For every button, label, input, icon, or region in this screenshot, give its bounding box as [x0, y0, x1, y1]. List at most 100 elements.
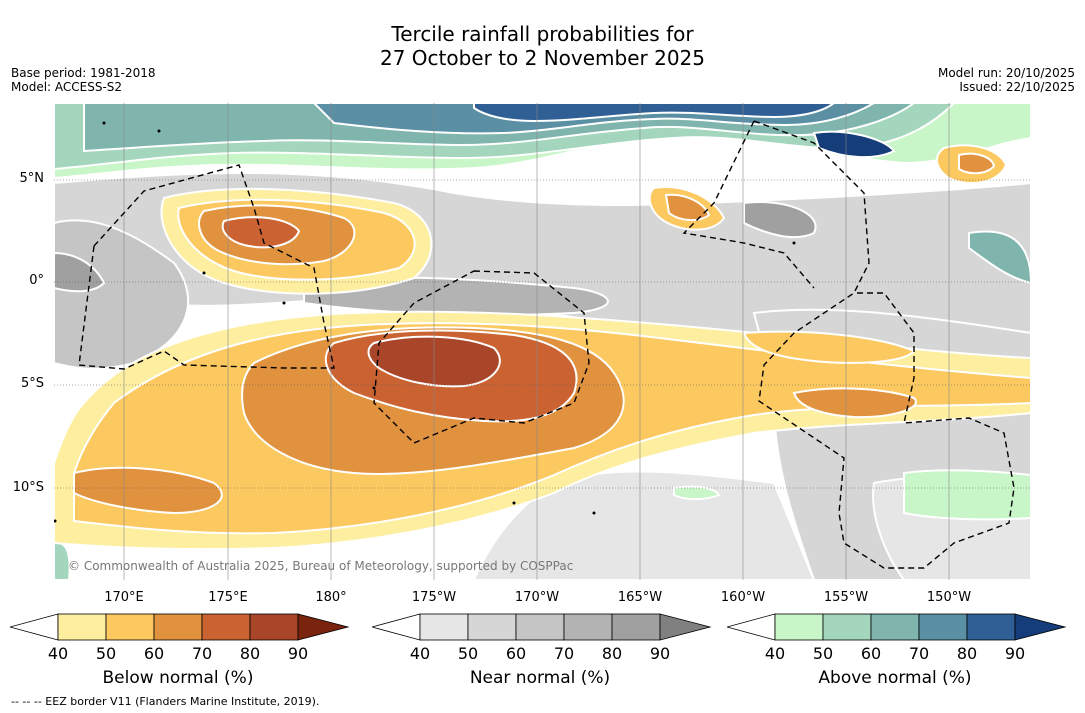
lat-label-5s: 5°S: [20, 376, 44, 391]
map-title: Tercile rainfall probabilities for 27 Oc…: [0, 22, 1085, 70]
lon-label-175w: 175°W: [411, 590, 457, 605]
cbar-above-tick: 60: [860, 644, 882, 663]
cbar-below-segment-4: [201, 613, 251, 641]
eez-kiribati-gilbert: [78, 164, 335, 370]
cbar-below-segment-2: [105, 613, 155, 641]
cbar-above-segment-3: [870, 613, 920, 641]
above-normal-field: [54, 103, 1031, 580]
island-speck: [54, 519, 57, 523]
lon-label-160w: 160°W: [720, 590, 766, 605]
near-normal-south: [472, 470, 816, 580]
cbar-below-segment-1: [57, 613, 107, 641]
above-normal-south-patch: [903, 469, 1031, 521]
cbar-near-segment-4: [563, 613, 613, 641]
above-normal-90: [812, 130, 896, 159]
cbar-above-label: Above normal (%): [818, 668, 972, 688]
colorbar-above-normal: [727, 613, 1067, 641]
island-speck: [592, 511, 596, 515]
lon-label-170e: 170°E: [104, 590, 144, 605]
cbar-above-tick: 90: [1004, 644, 1026, 663]
above-normal-80: [473, 103, 836, 123]
below-normal-far-east-inner: [958, 152, 996, 175]
colorbar-near-normal: [372, 613, 712, 641]
cbar-below-tick: 40: [47, 644, 69, 663]
cbar-near-label: Near normal (%): [469, 668, 611, 688]
meta-right: Model run: 20/10/2025 Issued: 22/10/2025: [938, 66, 1075, 94]
cbar-above-tick: 50: [812, 644, 834, 663]
lon-label-175e: 175°E: [208, 590, 248, 605]
near-normal-darker-2: [743, 201, 817, 239]
below-normal-southwest-60: [73, 466, 223, 515]
island-speck: [202, 271, 206, 275]
lon-label-170w: 170°W: [514, 590, 560, 605]
cbar-near-segment-0: [372, 613, 421, 641]
cbar-below-segment-6: [297, 613, 350, 641]
lon-label-155w: 155°W: [823, 590, 869, 605]
cbar-near-tick: 80: [601, 644, 623, 663]
copyright-notice: © Commonwealth of Australia 2025, Bureau…: [68, 559, 574, 573]
cbar-below-segment-3: [153, 613, 203, 641]
cbar-above-segment-4: [918, 613, 968, 641]
gridlines: [54, 179, 1031, 489]
island-speck: [282, 301, 286, 305]
below-normal-east-band: [742, 330, 916, 364]
cbar-near-tick: 70: [553, 644, 575, 663]
island-speck: [372, 386, 376, 390]
lon-label-180: 180°: [315, 590, 347, 605]
island-speck: [792, 241, 796, 245]
near-normal-west: [54, 219, 190, 370]
eez-line-islands: [753, 120, 1015, 569]
lon-label-165w: 165°W: [617, 590, 663, 605]
eez-borders: [78, 120, 1015, 569]
cbar-above-segment-0: [727, 613, 776, 641]
lon-label-150w: 150°W: [926, 590, 972, 605]
near-normal-darker-4: [54, 251, 106, 293]
base-period: Base period: 1981-2018: [11, 66, 156, 80]
cbar-near-segment-2: [467, 613, 517, 641]
cbar-near-tick: 90: [649, 644, 671, 663]
model-name: Model: ACCESS-S2: [11, 80, 123, 94]
cbar-above-segment-2: [822, 613, 872, 641]
cbar-below-tick: 90: [287, 644, 309, 663]
issued-date: Issued: 22/10/2025: [959, 80, 1075, 94]
cbar-above-tick: 70: [908, 644, 930, 663]
above-normal-south-small: [673, 485, 721, 501]
below-normal-ne-patch-inner: [664, 193, 711, 221]
cbar-below-label: Below normal (%): [102, 668, 254, 688]
cbar-near-tick: 50: [457, 644, 479, 663]
cbar-below-tick: 80: [239, 644, 261, 663]
lat-label-0: 0°: [29, 273, 44, 288]
island-speck: [157, 129, 161, 133]
colorbar-below-normal: [10, 613, 350, 641]
cbar-near-tick: 60: [505, 644, 527, 663]
meta-left: Base period: 1981-2018 Model: ACCESS-S2: [11, 66, 156, 94]
cbar-above-segment-5: [966, 613, 1016, 641]
below-normal-field: [54, 144, 1031, 551]
cbar-below-tick: 70: [191, 644, 213, 663]
below-normal-east-60: [792, 387, 917, 419]
eez-line-north: [682, 120, 815, 289]
cbar-near-tick: 40: [409, 644, 431, 663]
cbar-above-tick: 40: [764, 644, 786, 663]
meridians: [123, 103, 950, 580]
model-run-date: Model run: 20/10/2025: [937, 66, 1075, 80]
cbar-near-segment-5: [611, 613, 661, 641]
title-line-2: 27 October to 2 November 2025: [379, 46, 706, 70]
eez-tokelau-phoenix: [373, 270, 590, 444]
title-line-1: Tercile rainfall probabilities for: [391, 22, 694, 46]
island-speck: [512, 501, 516, 505]
lat-label-10s: 10°S: [12, 480, 44, 495]
cbar-below-tick: 50: [95, 644, 117, 663]
cbar-below-segment-5: [249, 613, 299, 641]
lat-label-5n: 5°N: [19, 171, 45, 186]
cbar-near-segment-3: [515, 613, 565, 641]
cbar-above-segment-6: [1014, 613, 1067, 641]
cbar-below-tick: 60: [143, 644, 165, 663]
cbar-near-segment-6: [659, 613, 712, 641]
cbar-below-segment-0: [10, 613, 59, 641]
island-speck: [102, 121, 106, 125]
cbar-above-tick: 80: [956, 644, 978, 663]
rainfall-probability-map: [54, 103, 1031, 580]
cbar-above-segment-1: [774, 613, 824, 641]
island-specks: [54, 121, 796, 523]
